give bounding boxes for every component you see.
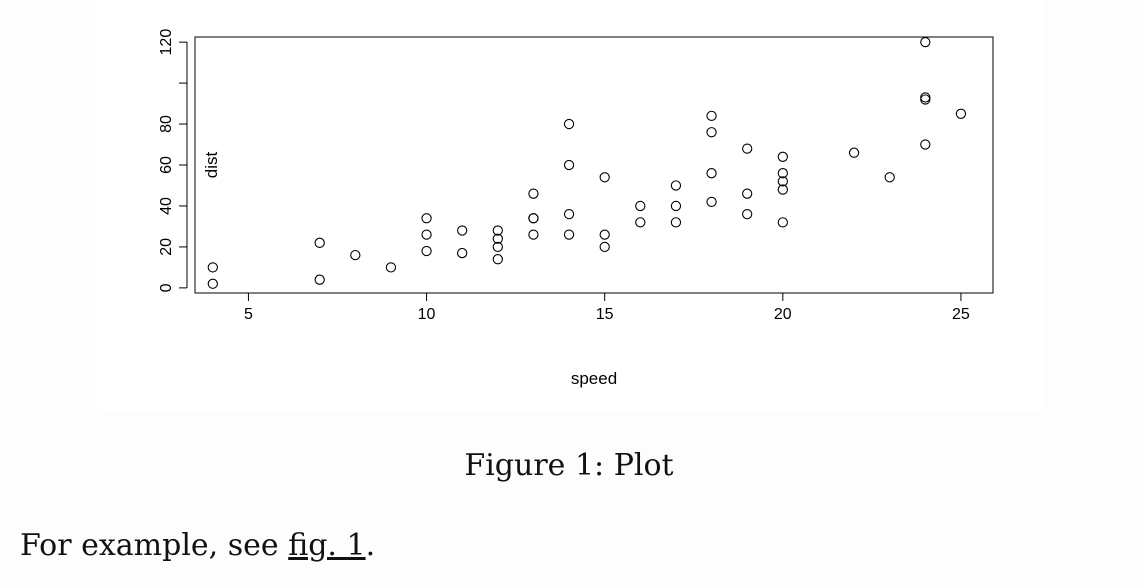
- data-point: [955, 108, 967, 119]
- data-point: [706, 127, 717, 138]
- y-tick-label: 60: [158, 156, 175, 174]
- data-point: [457, 225, 468, 236]
- data-point: [920, 92, 931, 103]
- data-point: [920, 36, 931, 48]
- x-tick-label: 20: [774, 306, 792, 323]
- y-tick-label: 20: [158, 238, 175, 256]
- data-point: [920, 94, 931, 105]
- data-point: [742, 209, 753, 220]
- data-point: [777, 176, 788, 187]
- data-point: [314, 237, 325, 248]
- figure-panel: 5 10 15 20 25 0 20 40 60 80 120 speed dist: [97, 0, 1043, 413]
- data-point: [421, 213, 432, 224]
- data-point: [385, 262, 397, 273]
- data-point: [528, 213, 539, 224]
- data-point: [563, 118, 575, 130]
- data-point: [207, 278, 218, 289]
- x-axis-label: speed: [571, 369, 617, 388]
- data-point: [777, 217, 788, 228]
- data-point: [492, 233, 503, 244]
- data-point: [563, 209, 575, 220]
- data-point: [599, 172, 610, 183]
- x-tick-label: 5: [244, 306, 253, 323]
- figure-link[interactable]: fig. 1: [288, 528, 366, 563]
- plot-frame: [194, 36, 994, 294]
- data-point: [528, 229, 539, 240]
- data-point: [777, 168, 788, 179]
- data-point: [528, 188, 539, 199]
- data-point: [350, 249, 361, 261]
- x-tick-label: 15: [596, 306, 614, 323]
- y-axis-label: dist: [202, 152, 221, 179]
- y-tick-label: 0: [158, 283, 175, 292]
- data-point: [421, 229, 432, 240]
- figure-caption: Figure 1: Plot: [464, 448, 674, 483]
- body-text-suffix: .: [365, 528, 376, 563]
- data-point: [920, 139, 931, 150]
- data-point: [706, 196, 717, 208]
- data-point: [777, 151, 788, 162]
- scatter-plot: 5 10 15 20 25 0 20 40 60 80 120 speed dist: [158, 29, 994, 388]
- data-point: [492, 241, 503, 253]
- data-point: [492, 225, 503, 236]
- data-point: [599, 229, 610, 240]
- data-point: [599, 241, 610, 253]
- x-axis: 5 10 15 20 25: [244, 292, 970, 323]
- data-point: [706, 110, 717, 121]
- y-axis: 0 20 40 60 80 120: [158, 29, 188, 292]
- body-paragraph: For example, see fig. 1.: [20, 528, 375, 563]
- x-tick-label: 10: [418, 306, 436, 323]
- data-point: [884, 172, 895, 183]
- data-point: [670, 180, 682, 191]
- y-tick-label: 80: [158, 115, 175, 133]
- data-point: [777, 184, 788, 195]
- data-point: [563, 159, 575, 171]
- data-point: [635, 217, 646, 228]
- data-point: [742, 188, 753, 199]
- data-point: [563, 229, 575, 240]
- data-points: [207, 36, 967, 289]
- y-tick-label: 40: [158, 197, 175, 215]
- body-text-prefix: For example, see: [20, 528, 289, 563]
- x-tick-label: 25: [952, 306, 970, 323]
- data-point: [742, 143, 753, 154]
- data-point: [492, 254, 503, 265]
- data-point: [635, 200, 646, 212]
- data-point: [706, 168, 717, 179]
- data-point: [670, 200, 682, 212]
- data-point: [848, 147, 860, 158]
- data-point: [207, 262, 218, 273]
- data-point: [421, 245, 432, 257]
- y-tick-label: 120: [158, 29, 175, 56]
- data-point: [670, 217, 682, 228]
- data-point: [457, 247, 468, 259]
- data-point: [314, 274, 325, 285]
